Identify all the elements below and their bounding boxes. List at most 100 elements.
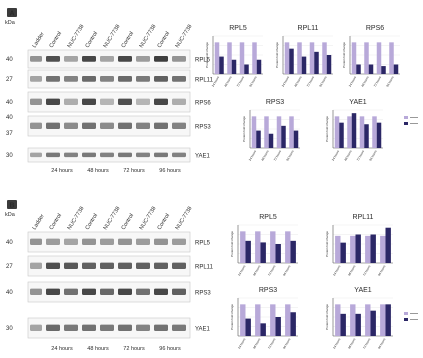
blot-band xyxy=(154,152,168,158)
blot-band xyxy=(172,75,186,82)
bar-treated xyxy=(381,66,386,74)
blot-band xyxy=(136,288,150,295)
timepoint-label: 96 hours xyxy=(159,168,181,174)
blot-band xyxy=(118,122,132,129)
bar-control xyxy=(365,235,371,263)
blot-band xyxy=(118,288,132,295)
y-axis-label: Protein fold change xyxy=(325,116,329,142)
blot-band xyxy=(100,122,114,129)
legend-swatch-treated xyxy=(404,122,408,125)
blot-band xyxy=(136,238,150,245)
protein-label: RPS3 xyxy=(195,291,211,297)
bar-treated xyxy=(351,113,357,148)
blot-band xyxy=(100,75,114,82)
x-tick-label: 72 hours xyxy=(362,264,372,277)
blot-band xyxy=(100,238,114,245)
bar-control xyxy=(380,235,386,263)
x-tick-label: 96 hours xyxy=(248,75,258,88)
bar-control xyxy=(322,42,327,74)
blot-band xyxy=(82,55,96,62)
blot-band xyxy=(64,55,78,62)
blot-band xyxy=(118,238,132,245)
blot-band xyxy=(136,122,150,129)
blot-band xyxy=(154,55,168,62)
blot-band xyxy=(172,55,186,62)
blot-band xyxy=(154,98,168,105)
x-tick-label: 96 hours xyxy=(282,337,292,350)
blot-band xyxy=(154,324,168,331)
bar-control xyxy=(264,116,269,148)
protein-label: RPS6 xyxy=(195,101,211,107)
x-tick-label: 48 hours xyxy=(347,264,357,277)
blot-band xyxy=(82,288,96,295)
bar-treated xyxy=(326,55,332,74)
timepoint-label: 96 hours xyxy=(159,346,181,352)
bar-treated xyxy=(268,133,274,148)
x-tick-label: 72 hours xyxy=(373,75,383,88)
bar-chart-a-rps6: RPS6 Protein fold change 24 hours 48 hours 7… xyxy=(342,25,400,88)
blot-band xyxy=(64,122,78,129)
blot-band xyxy=(118,152,132,158)
blot-band xyxy=(136,75,150,82)
blot-band xyxy=(100,262,114,269)
bar-control xyxy=(255,304,261,336)
y-axis-label: Protein fold change xyxy=(230,231,234,257)
x-tick-label: 96 hours xyxy=(377,264,387,277)
protein-label: YAE1 xyxy=(195,154,211,160)
y-axis-label: Protein fold change xyxy=(275,42,279,68)
bar-treated xyxy=(364,124,369,148)
bar-control xyxy=(270,231,276,263)
protein-label: YAE1 xyxy=(195,327,211,333)
bar-treated xyxy=(275,317,281,336)
chart-title: YAE1 xyxy=(354,287,371,294)
bar-treated xyxy=(245,240,251,263)
blot-band xyxy=(82,98,96,105)
protein-label: RPL11 xyxy=(195,78,214,84)
blot-band xyxy=(30,75,42,82)
bar-treated xyxy=(339,122,344,148)
bar-control xyxy=(251,116,257,148)
bar-treated xyxy=(356,64,361,74)
x-tick-label: 72 hours xyxy=(356,149,366,162)
blot-band xyxy=(100,98,114,105)
blot-band xyxy=(100,152,114,158)
x-tick-label: 48 hours xyxy=(293,75,303,88)
x-tick-label: 24 hours xyxy=(348,75,358,88)
blot-band xyxy=(172,324,186,331)
bar-control xyxy=(276,116,282,148)
blot-band xyxy=(82,75,96,82)
legend-swatch-treated xyxy=(404,318,408,321)
bar-treated xyxy=(260,242,266,263)
blot-band xyxy=(46,262,60,269)
bar-control xyxy=(389,42,394,74)
bar-chart-a-rpl11: RPL11 Protein fold change 24 hours 48 hours… xyxy=(275,25,333,88)
x-tick-label: 24 hours xyxy=(332,337,342,350)
kda-label: kDa xyxy=(5,20,16,26)
x-tick-label: 96 hours xyxy=(285,149,295,162)
bar-control xyxy=(335,235,341,263)
x-tick-label: 24 hours xyxy=(248,149,258,162)
bar-treated xyxy=(290,312,296,336)
blot-band xyxy=(118,55,132,62)
bar-control xyxy=(297,42,302,74)
bar-control xyxy=(335,304,341,336)
y-axis-label: Protein fold change xyxy=(325,231,329,257)
mw-marker: 30 xyxy=(6,153,13,159)
bar-control xyxy=(376,42,382,74)
blot-band xyxy=(154,75,168,82)
bar-control xyxy=(334,116,340,148)
bar-chart-b-rpl11: RPL11 Protein fold change 24 hours 48 hours… xyxy=(325,214,393,277)
x-tick-label: 72 hours xyxy=(273,149,283,162)
timepoint-label: 48 hours xyxy=(87,168,109,174)
lane-label: Control xyxy=(85,31,99,49)
x-tick-label: 96 hours xyxy=(385,75,395,88)
blot-band xyxy=(154,288,168,295)
bar-treated xyxy=(289,48,294,74)
x-tick-label: 48 hours xyxy=(252,337,262,350)
x-tick-label: 72 hours xyxy=(236,75,246,88)
timepoint-label: 72 hours xyxy=(123,168,145,174)
bar-control xyxy=(240,304,246,336)
x-tick-label: 96 hours xyxy=(282,264,292,277)
blot-band xyxy=(82,238,96,245)
x-tick-label: 24 hours xyxy=(211,75,221,88)
